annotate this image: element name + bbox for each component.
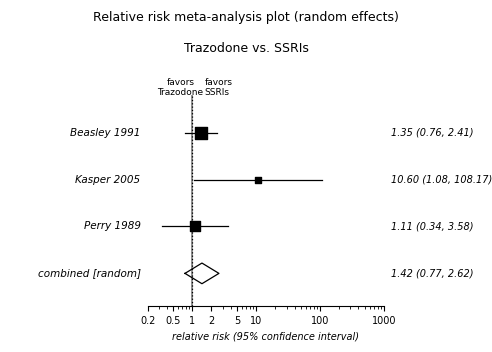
- Text: 10.60 (1.08, 108.17): 10.60 (1.08, 108.17): [391, 175, 492, 184]
- Point: [254, 177, 262, 182]
- Text: favors
SSRIs: favors SSRIs: [204, 78, 232, 98]
- X-axis label: relative risk (95% confidence interval): relative risk (95% confidence interval): [172, 332, 359, 341]
- Text: Relative risk meta-analysis plot (random effects): Relative risk meta-analysis plot (random…: [93, 11, 399, 24]
- Text: Kasper 2005: Kasper 2005: [75, 175, 141, 184]
- Text: Beasley 1991: Beasley 1991: [70, 127, 141, 138]
- Text: Trazodone vs. SSRIs: Trazodone vs. SSRIs: [184, 42, 308, 55]
- Text: 1.35 (0.76, 2.41): 1.35 (0.76, 2.41): [391, 127, 473, 138]
- Point: [191, 224, 199, 229]
- Text: favors
Trazodone: favors Trazodone: [157, 78, 203, 98]
- Text: 1.42 (0.77, 2.62): 1.42 (0.77, 2.62): [391, 268, 473, 278]
- Text: Perry 1989: Perry 1989: [84, 221, 141, 232]
- Point: [197, 130, 205, 136]
- Text: combined [random]: combined [random]: [37, 268, 141, 278]
- Text: 1.11 (0.34, 3.58): 1.11 (0.34, 3.58): [391, 221, 473, 232]
